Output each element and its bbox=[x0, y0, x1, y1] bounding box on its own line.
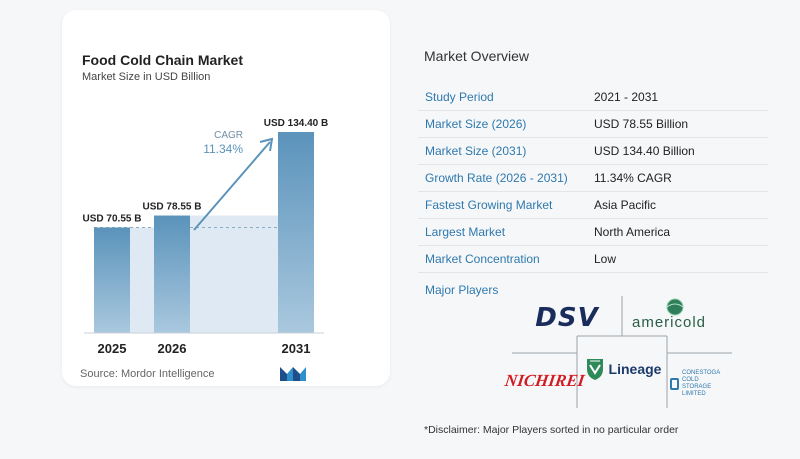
bar-chart: USD 70.55 B 2025 USD 78.55 B 2026 USD 134.40… bbox=[83, 118, 329, 356]
logo-dsv: DSV bbox=[535, 303, 599, 333]
overview-title: Market Overview bbox=[424, 48, 530, 64]
bar-2031 bbox=[278, 132, 314, 333]
overview-row-label: Largest Market bbox=[425, 225, 506, 239]
overview-table: Study Period 2021 - 2031 Market Size (2026… bbox=[418, 84, 768, 273]
overview-row-value: USD 78.55 Billion bbox=[594, 117, 689, 131]
x-tick-label: 2031 bbox=[282, 341, 311, 356]
overview-row-label: Market Concentration bbox=[425, 252, 540, 266]
players-logo-grid: DSV americold NICHIREI Lineage CONESTOGA… bbox=[503, 296, 732, 408]
overview-row-value: USD 134.40 Billion bbox=[594, 144, 695, 158]
history-shade bbox=[130, 227, 154, 333]
cagr-arrowhead bbox=[259, 137, 274, 152]
bar-data-label: USD 70.55 B bbox=[83, 213, 142, 224]
cagr-arrow bbox=[193, 141, 271, 231]
logo-americold: americold bbox=[624, 296, 732, 336]
overview-row: Market Size (2026) USD 78.55 Billion bbox=[418, 111, 768, 138]
logo-grid-lines bbox=[512, 296, 732, 408]
conestoga-icon bbox=[670, 378, 679, 390]
x-tick-label: 2026 bbox=[158, 341, 187, 356]
disclaimer: *Disclaimer: Major Players sorted in no … bbox=[424, 424, 679, 436]
overview-row-label: Study Period bbox=[425, 90, 494, 104]
logo-lineage: Lineage bbox=[579, 344, 667, 394]
logo-nichirei: NICHIREI bbox=[503, 371, 586, 390]
overview-row-label: Market Size (2031) bbox=[425, 144, 527, 158]
mordor-logo-icon bbox=[280, 367, 306, 381]
overview-row-value: 11.34% CAGR bbox=[594, 171, 672, 185]
chart-subtitle: Market Size in USD Billion bbox=[82, 71, 211, 83]
logo-conestoga: CONESTOGA COLD STORAGE LIMITED bbox=[670, 364, 732, 404]
overview-row: Growth Rate (2026 - 2031) 11.34% CAGR bbox=[418, 165, 768, 192]
overview-row-value: Asia Pacific bbox=[594, 198, 657, 212]
lineage-shield-icon bbox=[586, 359, 603, 380]
overview-row-label: Growth Rate (2026 - 2031) bbox=[425, 171, 568, 185]
overview-row-value: North America bbox=[594, 225, 671, 239]
overview-row-label: Market Size (2026) bbox=[425, 117, 527, 131]
overview-row: Study Period 2021 - 2031 bbox=[418, 84, 768, 111]
major-players-label: Major Players bbox=[425, 283, 499, 297]
bar-data-label: USD 134.40 B bbox=[264, 118, 328, 129]
x-tick-label: 2025 bbox=[98, 341, 127, 356]
globe-icon bbox=[666, 298, 684, 316]
overview-row-value: 2021 - 2031 bbox=[594, 90, 659, 104]
overview-row-label: Fastest Growing Market bbox=[425, 198, 553, 212]
overview-row: Largest Market North America bbox=[418, 219, 768, 246]
bar-2026 bbox=[154, 215, 190, 333]
bar-data-label: USD 78.55 B bbox=[143, 202, 202, 213]
bar-2025 bbox=[94, 227, 130, 333]
chart-card: USD 70.55 B 2025 USD 78.55 B 2026 USD 134.40… bbox=[62, 10, 390, 386]
source-note: Source: Mordor Intelligence bbox=[80, 368, 215, 380]
overview-row-value: Low bbox=[594, 252, 617, 266]
cagr-value: 11.34% bbox=[203, 142, 243, 156]
cagr-label: CAGR bbox=[214, 130, 243, 141]
forecast-shade bbox=[190, 215, 278, 333]
overview-row: Market Size (2031) USD 134.40 Billion bbox=[418, 138, 768, 165]
chart-title: Food Cold Chain Market bbox=[82, 52, 243, 68]
overview-row: Fastest Growing Market Asia Pacific bbox=[418, 192, 768, 219]
overview-row: Market Concentration Low bbox=[418, 246, 768, 273]
